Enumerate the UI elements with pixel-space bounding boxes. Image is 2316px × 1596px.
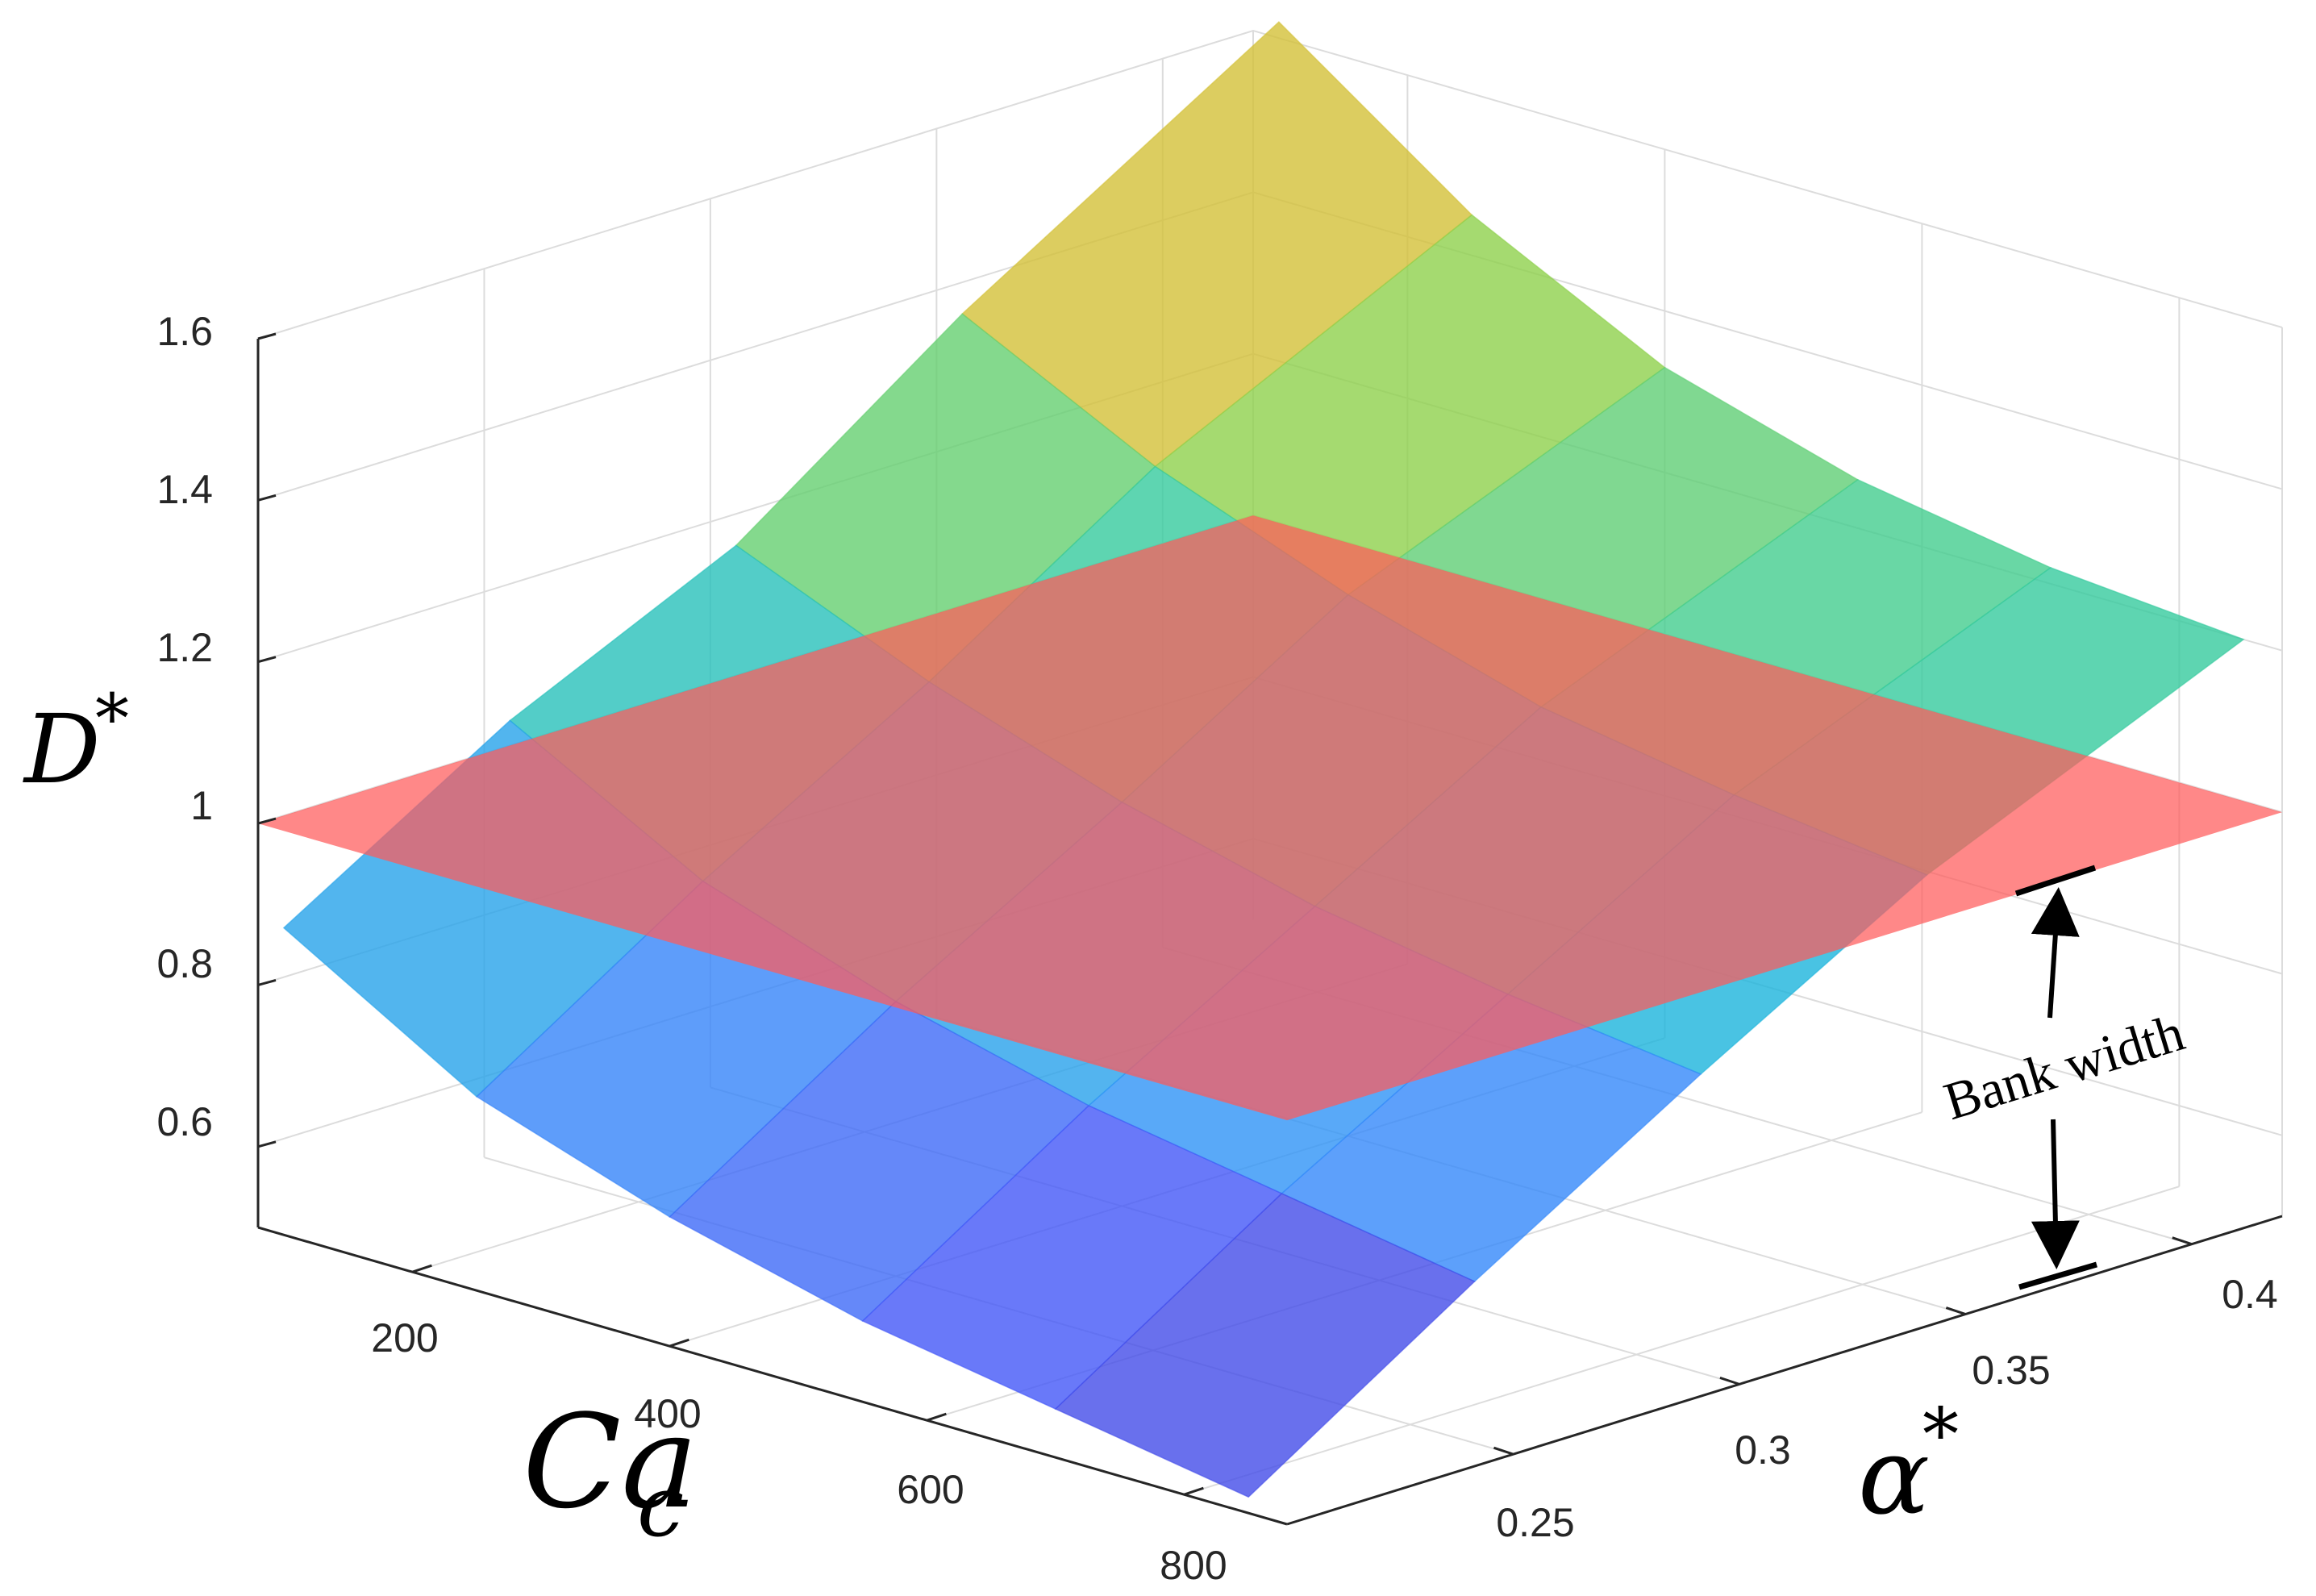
y-axis-title-main: α (1858, 1415, 1930, 1539)
axes (256, 332, 2283, 1526)
y-tick-3 (2172, 1236, 2193, 1246)
x-tick-3 (1183, 1486, 1204, 1496)
z-axis-title-main: D (23, 694, 101, 805)
z-tick-5 (257, 332, 277, 340)
x-axis-title: Ca c (523, 1386, 698, 1556)
z-axis-title: D * (23, 679, 129, 805)
y-axis-title: α * (1858, 1393, 1959, 1539)
x-tick-0 (411, 1264, 432, 1273)
x-axis-line (257, 1226, 1288, 1526)
z-tick-1 (257, 979, 277, 986)
x-axis-title-main: Ca (523, 1386, 698, 1537)
x-tick-label-2: 600 (897, 1467, 964, 1512)
z-tick-0 (257, 1140, 277, 1148)
y-axis-line (1286, 1215, 2283, 1526)
z-tick-label-1: 0.8 (156, 941, 213, 986)
bank-width-arrow-up (2031, 887, 2080, 1019)
z-tick-label-2: 1 (190, 783, 213, 828)
z-tick-label-4: 1.4 (156, 467, 213, 512)
z-axis-title-sup: * (95, 679, 129, 758)
y-axis-title-sup: * (1922, 1393, 1959, 1477)
y-tick-1 (1719, 1376, 1740, 1386)
y-tick-label-0: 0.25 (1496, 1500, 1574, 1545)
y-tick-2 (1945, 1306, 1966, 1315)
y-tick-label-1: 0.3 (1735, 1427, 1791, 1473)
bank-width-top-cap (2014, 865, 2097, 897)
bank-width-label: Bank width (1938, 1003, 2191, 1131)
z-tick-3 (257, 656, 277, 664)
x-tick-labels: 200 400 600 800 (371, 1315, 1227, 1588)
x-tick-1 (669, 1338, 689, 1348)
bank-width-arrow-down (2031, 1119, 2080, 1269)
z-tick-label-5: 1.6 (156, 309, 213, 354)
bank-width-annotation: Bank width (1938, 865, 2191, 1290)
z-tick-label-0: 0.6 (156, 1099, 213, 1144)
surface-patch-4-0 (1054, 1193, 1476, 1498)
y-tick-0 (1493, 1446, 1514, 1456)
x-tick-label-3: 800 (1160, 1543, 1227, 1588)
z-tick-labels: 0.6 0.8 1 1.2 1.4 1.6 (156, 309, 213, 1144)
z-tick-2 (257, 817, 277, 825)
y-tick-label-2: 0.35 (1972, 1348, 2050, 1393)
z-tick-4 (257, 494, 277, 502)
x-tick-2 (926, 1412, 947, 1422)
y-tick-label-3: 0.4 (2222, 1272, 2278, 1317)
x-tick-label-1: 400 (634, 1391, 701, 1436)
bank-width-bottom-cap (2018, 1261, 2097, 1290)
grid-floor-x-3 (1184, 1186, 2180, 1496)
x-tick-label-0: 200 (371, 1315, 438, 1361)
reference-plane (258, 515, 2282, 1121)
plane-d-equals-1 (258, 515, 2282, 1121)
x-axis-title-sub: c (637, 1457, 684, 1556)
y-tick-labels: 0.25 0.3 0.35 0.4 (1496, 1272, 2277, 1545)
z-tick-label-3: 1.2 (156, 625, 213, 670)
